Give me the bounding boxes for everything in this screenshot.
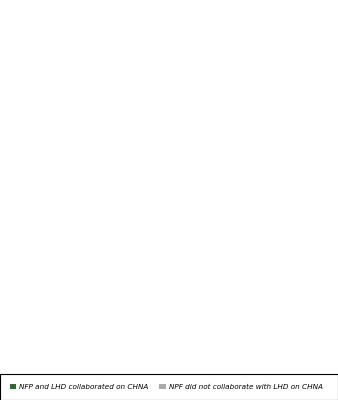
Legend: NFP and LHD collaborated on CHNA, NPF did not collaborate with LHD on CHNA: NFP and LHD collaborated on CHNA, NPF di… xyxy=(7,381,326,393)
